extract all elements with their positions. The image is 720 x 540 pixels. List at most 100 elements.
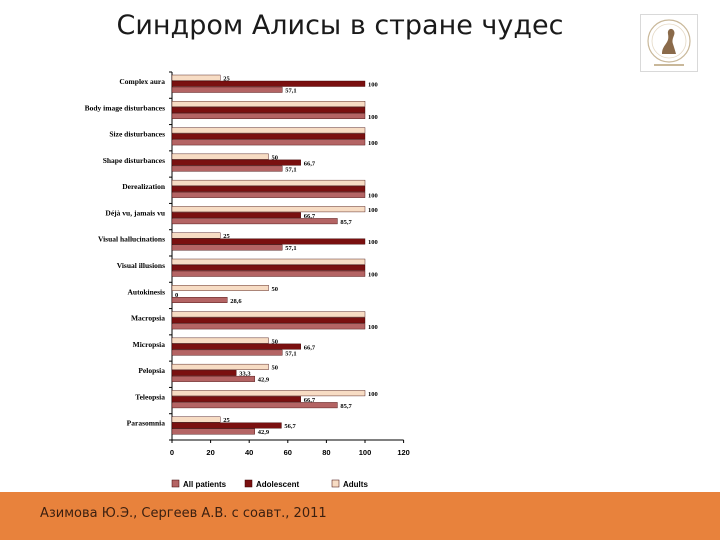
legend-label: Adults (343, 480, 368, 489)
data-label: 85,7 (340, 219, 352, 226)
bar (171, 153, 269, 160)
category-label: Visual hallucinations (98, 235, 165, 244)
bar (171, 238, 366, 245)
data-label: 100 (368, 140, 378, 147)
data-label: 66,7 (304, 397, 316, 404)
bar (171, 86, 283, 93)
bar (171, 317, 366, 324)
category-label: Body image disturbances (85, 103, 166, 112)
data-label: 0 (175, 292, 178, 299)
bar (171, 258, 366, 265)
bar (171, 390, 366, 397)
data-label: 100 (368, 239, 378, 246)
data-label: 33,3 (239, 371, 251, 378)
data-label: 57,1 (285, 166, 296, 173)
category-label: Visual illusions (117, 261, 165, 270)
category-label: Teleopsia (135, 392, 165, 401)
bar (171, 139, 366, 146)
bar (171, 212, 301, 219)
bar (171, 396, 301, 403)
bar (171, 218, 338, 225)
category-label: Complex aura (119, 77, 165, 86)
bar (171, 74, 221, 81)
bar (171, 264, 366, 271)
legend-label: All patients (183, 480, 227, 489)
data-label: 25 (223, 76, 230, 83)
bar (171, 101, 366, 107)
bar (171, 206, 366, 213)
slide-title: Синдром Алисы в стране чудес (116, 10, 564, 41)
data-label: 25 (223, 233, 230, 240)
bar (171, 375, 255, 382)
bar (171, 369, 237, 376)
category-label: Derealization (122, 182, 166, 191)
bar (171, 127, 366, 134)
bar (171, 165, 283, 172)
category-label: Size disturbances (109, 130, 165, 139)
category-label: Pelopsia (138, 366, 165, 375)
data-label: 57,1 (285, 350, 296, 357)
data-label: 100 (368, 193, 378, 200)
data-label: 25 (223, 417, 230, 424)
legend-swatch (244, 479, 253, 488)
x-tick-label: 40 (245, 448, 253, 457)
category-label: Parasomnia (127, 419, 166, 428)
bar (171, 343, 301, 350)
logo (640, 14, 698, 72)
data-label: 100 (368, 114, 378, 121)
data-label: 100 (368, 391, 378, 398)
data-label: 85,7 (340, 403, 352, 410)
bar (171, 337, 269, 344)
bar (171, 179, 366, 186)
bar (171, 185, 366, 192)
legend-swatch (331, 479, 340, 488)
bar (171, 270, 366, 277)
bar (171, 422, 282, 429)
data-label: 100 (368, 82, 378, 89)
bar (171, 113, 366, 119)
data-label: 56,7 (284, 423, 296, 430)
bar (171, 285, 269, 291)
category-label: Macropsia (131, 314, 165, 323)
category-label: Micropsia (133, 340, 166, 349)
bar (171, 244, 283, 251)
x-tick-label: 0 (170, 448, 174, 457)
data-label: 66,7 (304, 213, 316, 220)
x-tick-label: 120 (397, 448, 410, 457)
bar (171, 191, 366, 198)
data-label: 42,9 (258, 429, 270, 436)
x-tick-label: 20 (206, 448, 214, 457)
data-label: 57,1 (285, 88, 296, 95)
bar (171, 428, 255, 435)
category-label: Autokinesis (127, 287, 165, 296)
bar (171, 232, 221, 239)
data-label: 42,9 (258, 377, 270, 384)
footer-citation: Азимова Ю.Э., Сергеев А.В. с соавт., 201… (40, 506, 327, 521)
bar (171, 402, 338, 409)
data-label: 66,7 (304, 160, 316, 167)
bar (171, 133, 366, 140)
data-label: 50 (272, 338, 279, 345)
data-label: 50 (272, 286, 279, 293)
footer-bar: Азимова Ю.Э., Сергеев А.В. с соавт., 201… (0, 492, 720, 540)
data-label: 100 (368, 272, 378, 279)
bar (171, 349, 283, 356)
x-tick-label: 60 (284, 448, 292, 457)
bar (171, 159, 301, 166)
chart: 0 20 40 60 80 100 120 Complex aura 25 100 57,1 Body… (85, 71, 410, 489)
data-label: 50 (272, 154, 279, 161)
bar (171, 416, 221, 423)
x-tick-label: 100 (359, 448, 372, 457)
data-label: 66,7 (304, 344, 316, 351)
bar (171, 297, 228, 303)
data-label: 57,1 (285, 245, 296, 252)
data-label: 100 (368, 207, 378, 214)
data-label: 28,6 (230, 298, 242, 305)
legend-swatch (171, 479, 180, 488)
legend-label: Adolescent (256, 480, 299, 489)
data-label: 50 (272, 365, 279, 372)
x-tick-label: 80 (322, 448, 330, 457)
bar (171, 323, 366, 330)
category-label: Shape disturbances (103, 156, 165, 165)
data-label: 100 (368, 324, 378, 331)
